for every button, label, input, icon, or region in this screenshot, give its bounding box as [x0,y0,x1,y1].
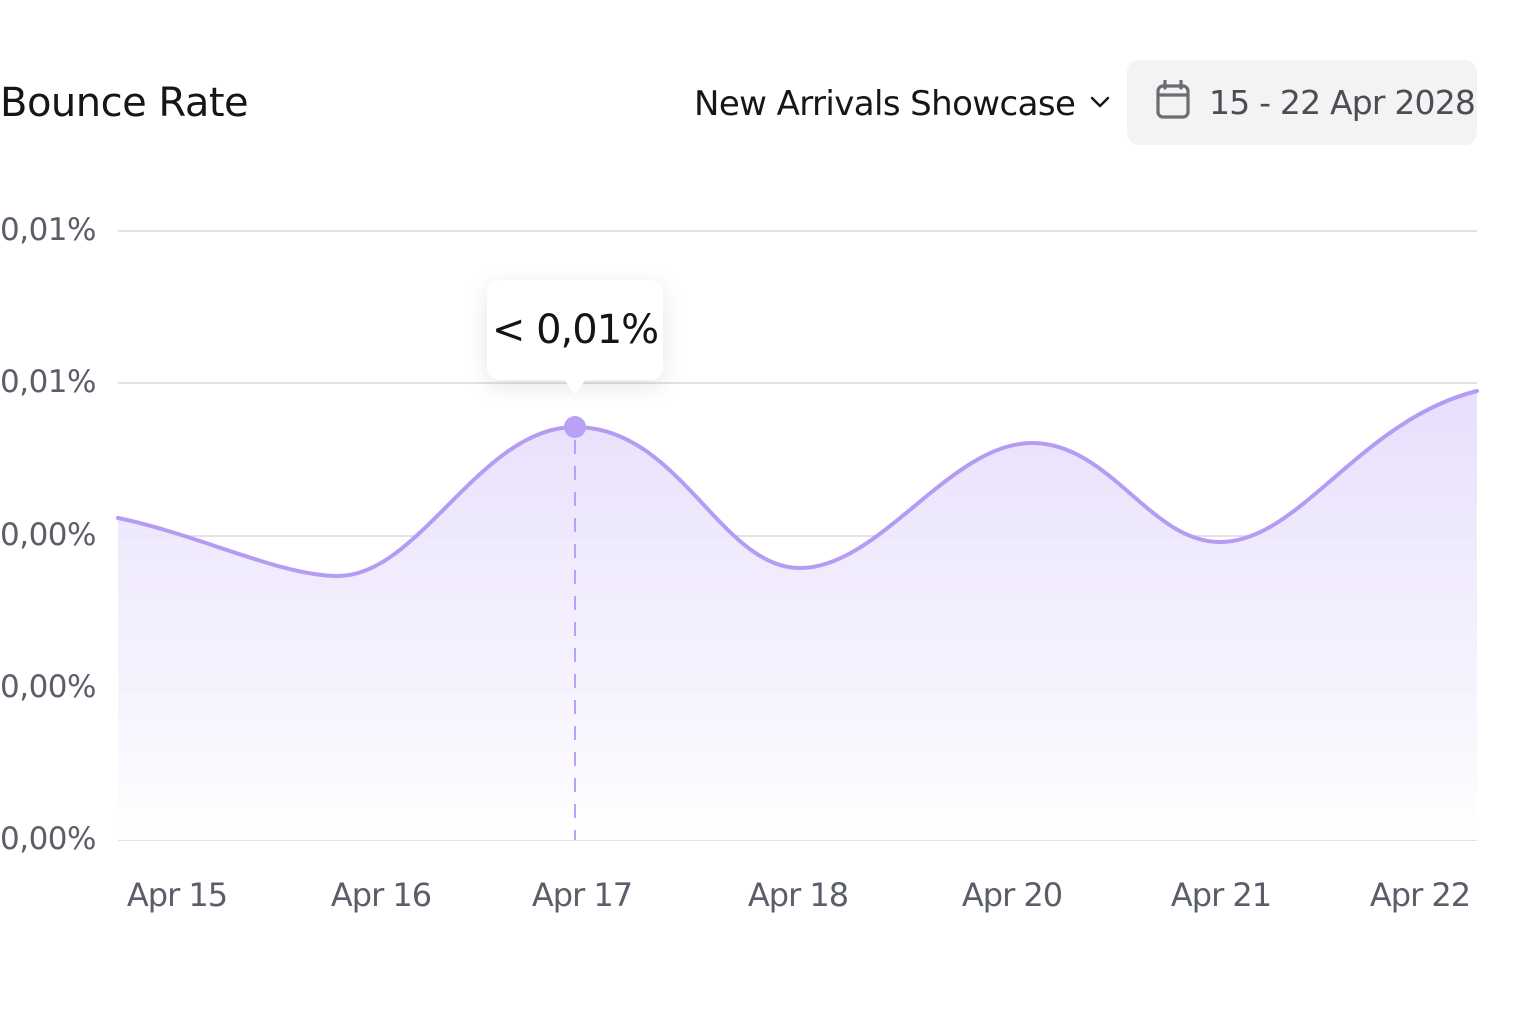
page-selector-dropdown[interactable]: New Arrivals Showcase [694,84,1113,124]
highlight-marker[interactable] [564,416,586,438]
chart-title: Bounce Rate [0,80,249,126]
x-axis-label: Apr 20 [961,876,1063,914]
x-axis-label: Apr 22 [1369,876,1471,914]
calendar-icon [1155,79,1191,125]
tooltip-value: < 0,01% [491,307,659,353]
chevron-down-icon [1087,89,1113,120]
y-axis-label: 0,00% [0,821,96,857]
page-selector-label: New Arrivals Showcase [694,84,1076,124]
x-axis-label: Apr 18 [747,876,849,914]
value-tooltip: < 0,01% [487,280,663,395]
y-axis-label: 0,01% [0,212,96,248]
y-axis-label: 0,00% [0,669,96,705]
x-axis-label: Apr 17 [531,876,633,914]
series-line [116,389,1479,579]
area-fill [118,391,1477,840]
x-axis-label: Apr 21 [1170,876,1272,914]
date-range-picker[interactable]: 15 - 22 Apr 2028 [1127,60,1477,145]
y-axis-label: 0,00% [0,517,96,553]
date-range-label: 15 - 22 Apr 2028 [1209,83,1476,122]
y-axis-label: 0,01% [0,364,96,400]
x-axis-label: Apr 15 [126,876,228,914]
x-axis-label: Apr 16 [330,876,432,914]
